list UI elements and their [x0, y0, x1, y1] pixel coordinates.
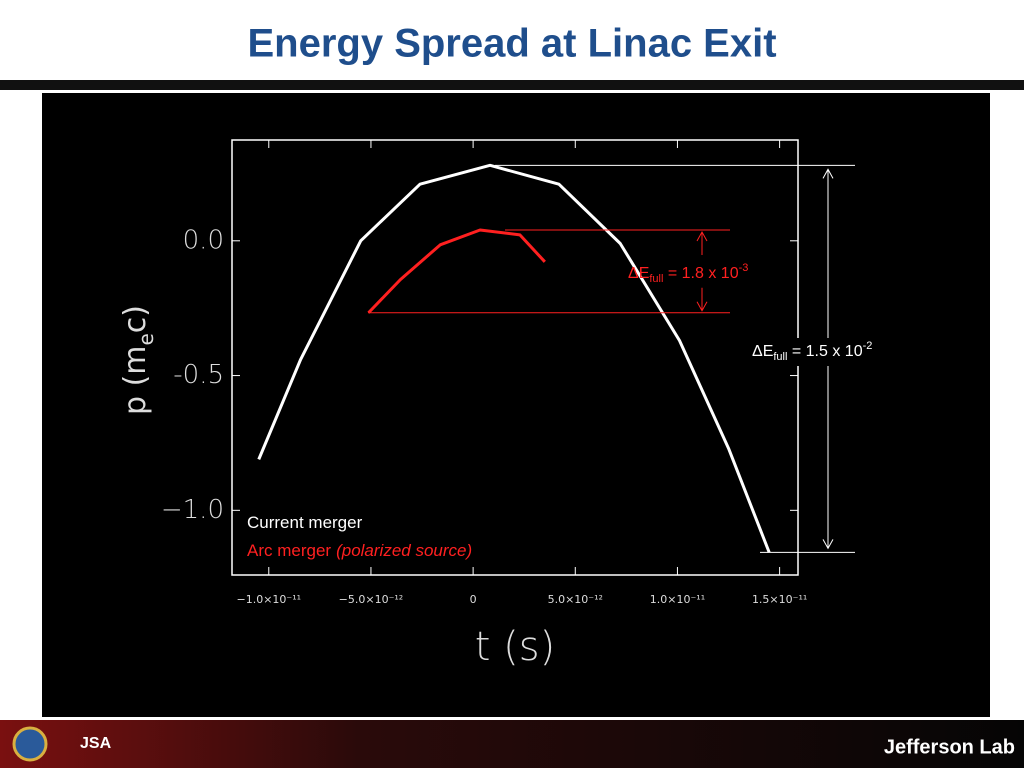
arrow-head	[696, 301, 708, 312]
legend-name: Arc merger	[247, 541, 331, 560]
footer	[0, 720, 1024, 768]
y-tick-label: 0.0	[183, 225, 224, 255]
spread-label: ΔEfull = 1.8 x 10-3	[628, 262, 748, 285]
y-label-sub: e	[134, 333, 158, 345]
y-label-base: p (m	[118, 346, 153, 416]
x-tick-label: 5.0×10⁻¹²	[548, 593, 603, 606]
x-tick-label: 1.0×10⁻¹¹	[650, 593, 705, 606]
label-text: = 1.5 x 10	[787, 343, 862, 360]
y-tick-label: −1.0	[161, 495, 224, 525]
header	[0, 0, 1024, 80]
plot: −1.0×10⁻¹¹ −5.0×10⁻¹² 0 5.0×10⁻¹² 1.0×10⁻¹¹ 1…	[118, 139, 898, 670]
series-line	[257, 163, 771, 553]
doe-seal	[12, 726, 48, 762]
legend-entry: Current merger	[247, 513, 363, 532]
y-axis-label: p (mec)	[118, 305, 158, 415]
x-tick-label: −5.0×10⁻¹²	[339, 593, 404, 606]
label-sub: full	[649, 273, 663, 285]
label-sup: -2	[863, 340, 873, 352]
slide-title: Energy Spread at Linac Exit	[247, 22, 776, 66]
label-sup: -3	[739, 262, 749, 274]
x-tick-label: 1.5×10⁻¹¹	[752, 593, 807, 606]
legend-name: Current merger	[247, 513, 363, 532]
arrow-head	[822, 168, 834, 179]
y-tick-label: -0.5	[173, 360, 224, 390]
spread-label: ΔEfull = 1.5 x 10-2	[752, 340, 872, 363]
arrow-head	[696, 230, 708, 242]
label-sub: full	[773, 351, 787, 363]
y-label-tail: c)	[118, 305, 153, 333]
label-delta: ΔE	[628, 265, 649, 282]
label-text: = 1.8 x 10	[663, 265, 738, 282]
label-delta: ΔE	[752, 343, 773, 360]
label-bg	[748, 338, 898, 366]
header-rule	[0, 80, 1024, 90]
x-tick-label: −1.0×10⁻¹¹	[236, 593, 301, 606]
series-line	[367, 228, 546, 314]
x-axis-label: t (s)	[475, 624, 555, 670]
jsa-logo: JSA	[80, 735, 112, 752]
lab-logo: Jefferson Lab	[884, 736, 1015, 758]
legend-note: (polarized source)	[336, 541, 472, 560]
x-tick-label: 0	[470, 593, 477, 606]
legend-entry: Arc merger (polarized source)	[247, 541, 472, 560]
plot-panel	[42, 93, 990, 717]
arrow-head	[822, 539, 834, 550]
